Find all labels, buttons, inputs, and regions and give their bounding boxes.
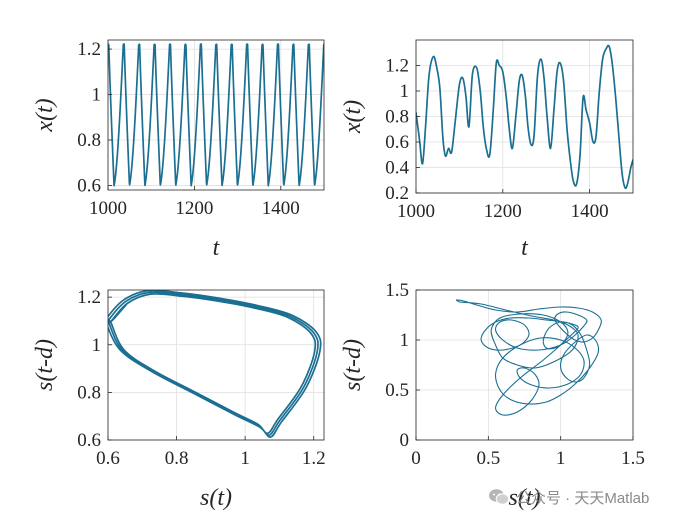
- subplot-x-t-periodic: 1000 1200 1400 0.6 0.8 1 1.2 t x(t): [32, 39, 325, 261]
- x-tick-label: 1400: [571, 201, 609, 222]
- watermark: 公众号 · 天天Matlab: [488, 484, 649, 510]
- plot-area: [416, 290, 633, 440]
- y-axis-label: x(t): [340, 100, 366, 134]
- y-tick-label: 0.8: [77, 130, 101, 151]
- x-tick-label: 1: [556, 448, 566, 469]
- y-tick-label: 0.8: [385, 107, 409, 128]
- x-tick-label: 1: [240, 448, 250, 469]
- x-tick-label: 1.2: [302, 448, 326, 469]
- series-line: [455, 299, 602, 416]
- y-axis-label: s(t-d): [32, 339, 58, 391]
- series-line: [416, 44, 633, 190]
- y-tick-label: 0.5: [385, 380, 409, 401]
- y-tick-label: 0.2: [385, 183, 409, 204]
- y-tick-label: 1.2: [77, 287, 101, 308]
- y-tick-label: 0.6: [77, 430, 101, 451]
- axes-frame: [107, 39, 325, 191]
- series-line: [108, 43, 324, 187]
- x-tick-label: 0.8: [165, 448, 189, 469]
- y-tick-label: 1: [92, 85, 102, 106]
- y-tick-label: 0: [400, 430, 410, 451]
- y-tick-label: 1.2: [77, 39, 101, 60]
- x-tick-label: 1000: [89, 198, 127, 219]
- y-tick-label: 1: [92, 335, 102, 356]
- y-tick-label: 0.6: [385, 132, 409, 153]
- x-tick-label: 0.6: [96, 448, 120, 469]
- x-tick-label: 1200: [175, 198, 213, 219]
- y-tick-label: 1.2: [385, 56, 409, 77]
- wechat-icon: [489, 489, 510, 505]
- y-axis-label: x(t): [32, 98, 58, 132]
- series-line: [108, 290, 322, 438]
- subplot-x-t-chaotic: 1000 1200 1400 0.2 0.4 0.6 0.8 1 1.2 t x(t): [340, 39, 634, 261]
- x-tick-label: 1200: [484, 201, 522, 222]
- y-tick-label: 0.4: [385, 158, 409, 179]
- x-tick-label: 0: [411, 448, 421, 469]
- y-tick-label: 0.6: [77, 175, 101, 196]
- y-tick-label: 1: [400, 81, 410, 102]
- x-tick-label: 1.5: [621, 448, 645, 469]
- x-axis-label: t: [213, 235, 221, 261]
- subplot-phase-portrait-chaotic: 0 0.5 1 1.5 0 0.5 1 1.5 s(t) s(t-d): [340, 280, 645, 511]
- x-axis-label: s(t): [200, 485, 232, 511]
- x-tick-label: 1000: [397, 201, 435, 222]
- y-tick-label: 1: [400, 330, 410, 351]
- axes-frame: [415, 289, 634, 441]
- x-axis-label: t: [521, 235, 529, 261]
- subplot-phase-portrait-periodic: 0.6 0.8 1 1.2 0.6 0.8 1 1.2 s(t) s(t-d): [32, 287, 326, 511]
- x-tick-label: 0.5: [476, 448, 500, 469]
- x-tick-label: 1400: [262, 198, 300, 219]
- watermark-text: 公众号 · 天天Matlab: [516, 489, 650, 507]
- y-axis-label: s(t-d): [340, 339, 366, 391]
- y-tick-label: 0.8: [77, 382, 101, 403]
- axes-frame: [107, 289, 325, 441]
- y-tick-label: 1.5: [385, 280, 409, 301]
- x-axis-label: s(t): [509, 485, 541, 511]
